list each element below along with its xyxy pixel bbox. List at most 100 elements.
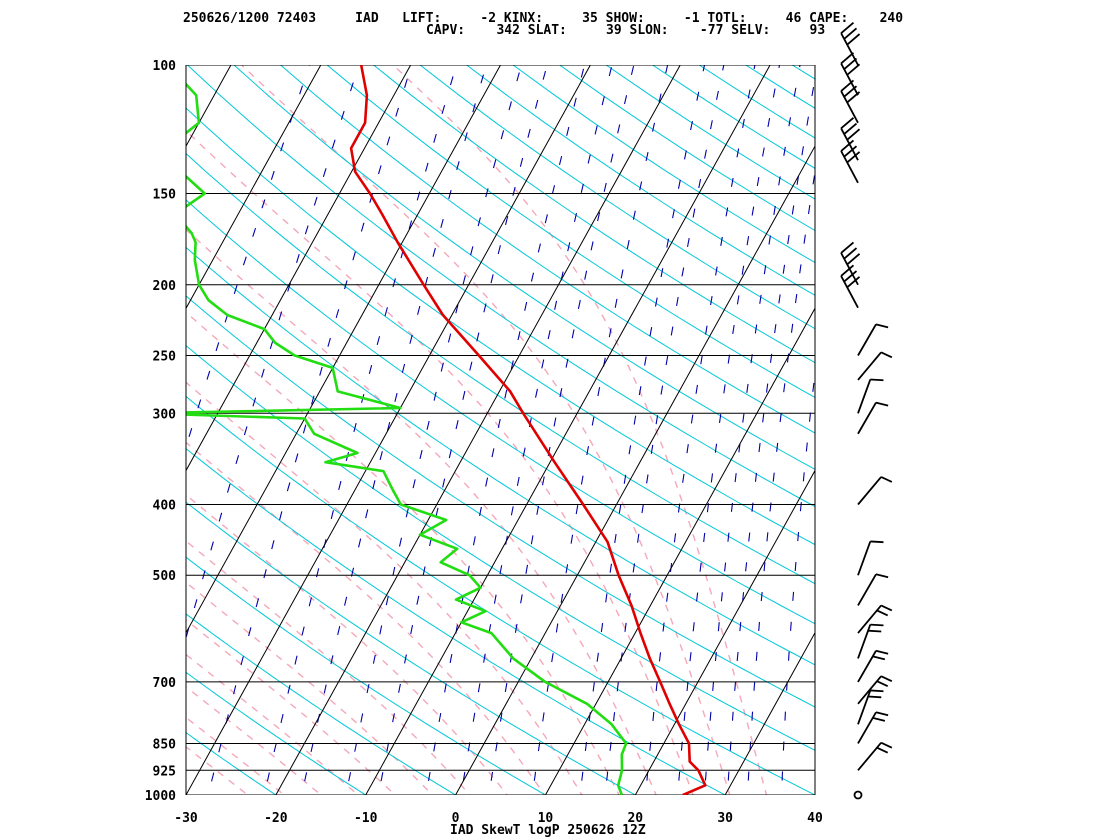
dry-adiabat-line <box>233 65 815 470</box>
wind-barb <box>857 378 884 414</box>
moist-adiabat-line <box>186 228 657 795</box>
header-line-1: 250626/1200 72403 IAD LIFT: -2 KINX: 35 … <box>183 11 903 26</box>
isotherm-line <box>275 65 681 795</box>
dry-adiabat-line <box>186 732 277 795</box>
temperature-tick-label: 20 <box>627 811 643 826</box>
pressure-tick-label: 400 <box>153 499 177 514</box>
mixing-ratio-line <box>301 65 487 795</box>
pressure-tick-label: 100 <box>153 59 177 74</box>
mixing-ratio-line <box>746 168 815 795</box>
pressure-tick-label: 700 <box>153 676 177 691</box>
dry-adiabat-line <box>0 65 26 811</box>
dry-adiabat-line <box>186 556 547 795</box>
pressure-tick-label: 150 <box>153 188 177 203</box>
dry-adiabat-line <box>698 65 815 139</box>
moist-adiabats <box>186 65 768 795</box>
moist-adiabat-line <box>241 65 731 795</box>
dry-adiabat-line <box>186 501 637 795</box>
pressure-tick-label: 850 <box>153 737 177 752</box>
isotherm-line <box>995 65 1120 795</box>
moist-adiabat-line <box>186 129 694 795</box>
wind-barb <box>857 623 884 659</box>
wind-barb <box>857 604 893 634</box>
isotherm-line <box>634 469 815 795</box>
mixing-ratio-line <box>263 65 457 795</box>
pressure-tick-label: 925 <box>153 764 176 779</box>
moist-adiabat-line <box>186 493 509 795</box>
dry-adiabat-line <box>186 199 815 625</box>
moist-adiabat-line <box>186 311 620 795</box>
dry-adiabat-line <box>839 65 1120 811</box>
mixing-ratio-line <box>677 65 781 795</box>
isotherm-line <box>365 65 771 795</box>
dry-adiabat-line <box>885 65 1120 811</box>
dry-adiabat-line <box>186 671 367 795</box>
isotherm-line <box>455 145 815 795</box>
dry-adiabat-line <box>186 344 815 751</box>
temperature-tick-label: -30 <box>174 811 198 826</box>
mixing-ratio-line <box>579 65 706 795</box>
isotherm-line <box>544 307 815 795</box>
wind-barb <box>857 689 884 725</box>
dry-adiabats <box>0 65 1120 811</box>
isotherm-line <box>186 65 501 634</box>
mixing-ratio-line <box>425 65 586 795</box>
wind-barb <box>857 741 893 771</box>
wind-barb <box>857 401 889 435</box>
wind-barb <box>840 52 861 96</box>
dry-adiabat-line <box>186 395 815 795</box>
isotherm-line <box>905 65 1120 795</box>
moist-adiabat-line <box>186 745 249 795</box>
pressure-tick-label: 500 <box>153 569 177 584</box>
isotherm-line <box>0 65 51 795</box>
mixing-ratio-line <box>604 65 725 795</box>
dewpoint-profile-line <box>186 82 628 795</box>
dry-adiabat-line <box>512 65 815 264</box>
mixing-ratio-line <box>460 65 613 795</box>
wind-barb <box>857 351 893 381</box>
wind-barb <box>840 21 861 66</box>
mixing-ratio-line <box>780 368 815 795</box>
dry-adiabat-line <box>652 65 815 169</box>
calm-wind-circle <box>853 790 863 800</box>
header-line-2: CAPV: 342 SLAT: 39 SLON: -77 SELV: 93 <box>426 23 825 38</box>
pressure-tick-label: 250 <box>153 349 177 364</box>
wind-barb <box>840 264 861 309</box>
isotherm-line <box>186 65 591 795</box>
temperature-tick-label: 30 <box>717 811 733 826</box>
moist-adiabat-line <box>392 65 768 795</box>
wind-barb <box>840 79 861 124</box>
mixing-ratio-line <box>345 65 522 795</box>
mixing-ratio-line <box>186 65 310 449</box>
mixing-ratio-line <box>488 65 635 795</box>
chart-footer-title: IAD SkewT logP 250626 12Z <box>450 823 646 838</box>
isotherm-line <box>0 65 141 795</box>
isobars <box>186 65 815 795</box>
wind-barb <box>857 476 893 506</box>
isotherms <box>0 65 1120 795</box>
dry-adiabat-line <box>186 794 187 795</box>
isotherm-line <box>724 631 815 795</box>
wind-barb <box>840 139 861 184</box>
wind-barb <box>857 323 889 356</box>
temperature-tick-label: 40 <box>807 811 823 826</box>
mixing-ratio-line <box>377 65 548 795</box>
dry-adiabat-line <box>559 65 815 232</box>
dry-adiabat-line <box>186 295 815 708</box>
temperature-tick-label: -10 <box>354 811 378 826</box>
dry-adiabat-line <box>326 65 815 399</box>
dry-adiabat-line <box>791 65 815 80</box>
moist-adiabat-line <box>186 581 434 795</box>
wind-barb <box>857 711 889 744</box>
temperature-profile-line <box>349 65 707 795</box>
moist-adiabat-line <box>186 716 286 795</box>
isotherm-line <box>186 65 232 148</box>
wind-barb <box>857 649 889 683</box>
moist-adiabat-line <box>186 619 397 795</box>
dry-adiabat-line <box>0 65 117 811</box>
dry-adiabat-line <box>187 65 815 508</box>
moist-adiabat-line <box>186 441 546 795</box>
temperature-tick-label: 0 <box>452 811 460 826</box>
